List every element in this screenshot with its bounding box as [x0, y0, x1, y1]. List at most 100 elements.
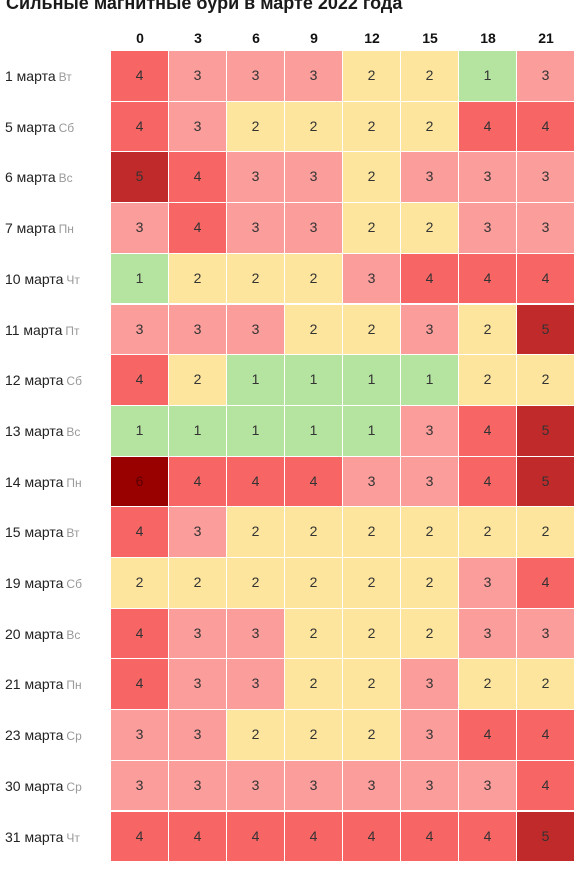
- heatmap-cell: 2: [285, 507, 343, 558]
- heatmap-cell: 2: [401, 608, 459, 660]
- row-weekday: Сб: [58, 120, 75, 135]
- heatmap-cell: 4: [227, 811, 285, 863]
- heatmap-cell: 2: [401, 507, 459, 558]
- heatmap-cell: 3: [169, 659, 227, 711]
- heatmap-cell: 3: [285, 152, 343, 204]
- heatmap-cell: 1: [285, 405, 343, 457]
- heatmap-cell: 2: [343, 101, 401, 153]
- heatmap-cell: 2: [285, 253, 343, 305]
- heatmap-cell: 3: [343, 253, 401, 305]
- heatmap-cell: 2: [343, 51, 401, 102]
- heatmap-cell: 2: [227, 710, 285, 761]
- heatmap-cell: 3: [111, 203, 169, 254]
- heatmap-cell: 3: [459, 608, 517, 660]
- row-date: 5 марта: [5, 118, 56, 135]
- heatmap-cell: 3: [227, 760, 285, 812]
- column-header: 12: [364, 30, 380, 46]
- row-date: 6 марта: [5, 169, 56, 186]
- column-header: 3: [194, 30, 202, 46]
- heatmap-cell: 3: [285, 51, 343, 102]
- heatmap-cell: 6: [111, 456, 169, 508]
- row-label: 23 марта Ср: [5, 710, 82, 760]
- heatmap-cell: 5: [517, 811, 575, 863]
- heatmap-cell: 3: [401, 456, 459, 508]
- row-label: 13 марта Вс: [5, 406, 80, 456]
- heatmap-cell: 1: [227, 355, 285, 406]
- heatmap-cell: 3: [343, 456, 401, 508]
- row-label: 21 марта Пн: [5, 659, 82, 709]
- heatmap-cell: 3: [401, 659, 459, 711]
- column-header: 6: [252, 30, 260, 46]
- heatmap-cell: 3: [459, 558, 517, 609]
- row-label: 14 марта Пн: [5, 457, 82, 507]
- heatmap-cell: 4: [285, 811, 343, 863]
- row-label: 10 марта Чт: [5, 254, 80, 304]
- heatmap-cell: 1: [285, 355, 343, 406]
- heatmap-cell: 4: [517, 253, 575, 305]
- heatmap-cell: 3: [401, 710, 459, 761]
- row-label: 12 марта Сб: [5, 355, 82, 405]
- heatmap-cell: 4: [111, 608, 169, 660]
- heatmap-cell: 3: [401, 304, 459, 356]
- row-date: 7 марта: [5, 220, 56, 237]
- row-label: 19 марта Сб: [5, 558, 82, 608]
- heatmap-cell: 4: [169, 152, 227, 204]
- heatmap-cell: 2: [517, 659, 575, 711]
- heatmap-cell: 3: [401, 760, 459, 812]
- row-date: 31 марта: [5, 828, 64, 845]
- heatmap-cell: 4: [111, 507, 169, 558]
- heatmap-cell: 4: [111, 101, 169, 153]
- heatmap-cell: 3: [227, 659, 285, 711]
- heatmap-cell: 2: [169, 253, 227, 305]
- heatmap-cell: 2: [343, 659, 401, 711]
- heatmap-cell: 2: [343, 304, 401, 356]
- heatmap-cell: 1: [401, 355, 459, 406]
- heatmap-cell: 3: [227, 304, 285, 356]
- heatmap-cell: 4: [227, 456, 285, 508]
- heatmap-cell: 3: [169, 710, 227, 761]
- row-label: 1 марта Вт: [5, 51, 72, 101]
- row-weekday: Ср: [66, 729, 82, 744]
- heatmap-cell: 2: [343, 558, 401, 609]
- heatmap-cell: 2: [401, 51, 459, 102]
- column-header: 0: [136, 30, 144, 46]
- heatmap-cell: 2: [227, 507, 285, 558]
- heatmap-cell: 3: [285, 760, 343, 812]
- page-title: Сильные магнитные бури в марте 2022 года: [6, 0, 403, 13]
- heatmap-cell: 4: [459, 405, 517, 457]
- row-date: 15 марта: [5, 524, 64, 541]
- row-weekday: Ср: [66, 779, 82, 794]
- heatmap-cell: 3: [401, 405, 459, 457]
- heatmap-cell: 3: [169, 304, 227, 356]
- heatmap-cell: 5: [517, 456, 575, 508]
- row-weekday: Вс: [66, 424, 81, 439]
- row-date: 10 марта: [5, 270, 64, 287]
- row-label: 15 марта Вт: [5, 507, 80, 557]
- heatmap-cell: 2: [401, 558, 459, 609]
- row-weekday: Пн: [58, 222, 74, 237]
- heatmap-cell: 5: [517, 405, 575, 457]
- heatmap-cell: 3: [169, 760, 227, 812]
- heatmap-cell: 3: [401, 152, 459, 204]
- heatmap-cell: 2: [343, 608, 401, 660]
- heatmap-cell: 5: [517, 304, 575, 356]
- heatmap-cell: 3: [227, 203, 285, 254]
- heatmap-cell: 3: [169, 101, 227, 153]
- heatmap-cell: 4: [517, 760, 575, 812]
- heatmap-cell: 5: [111, 152, 169, 204]
- heatmap-cell: 2: [343, 710, 401, 761]
- row-date: 20 марта: [5, 625, 64, 642]
- heatmap-cell: 3: [517, 608, 575, 660]
- row-weekday: Сб: [66, 374, 82, 389]
- heatmap-cell: 3: [517, 152, 575, 204]
- heatmap-cell: 4: [111, 355, 169, 406]
- column-header: 18: [480, 30, 496, 46]
- heatmap-cell: 1: [111, 253, 169, 305]
- heatmap-cell: 1: [343, 355, 401, 406]
- heatmap-cell: 1: [227, 405, 285, 457]
- heatmap-cell: 4: [343, 811, 401, 863]
- heatmap-cell: 2: [459, 355, 517, 406]
- heatmap-cell: 3: [517, 203, 575, 254]
- heatmap-cell: 3: [169, 51, 227, 102]
- heatmap-cell: 2: [227, 101, 285, 153]
